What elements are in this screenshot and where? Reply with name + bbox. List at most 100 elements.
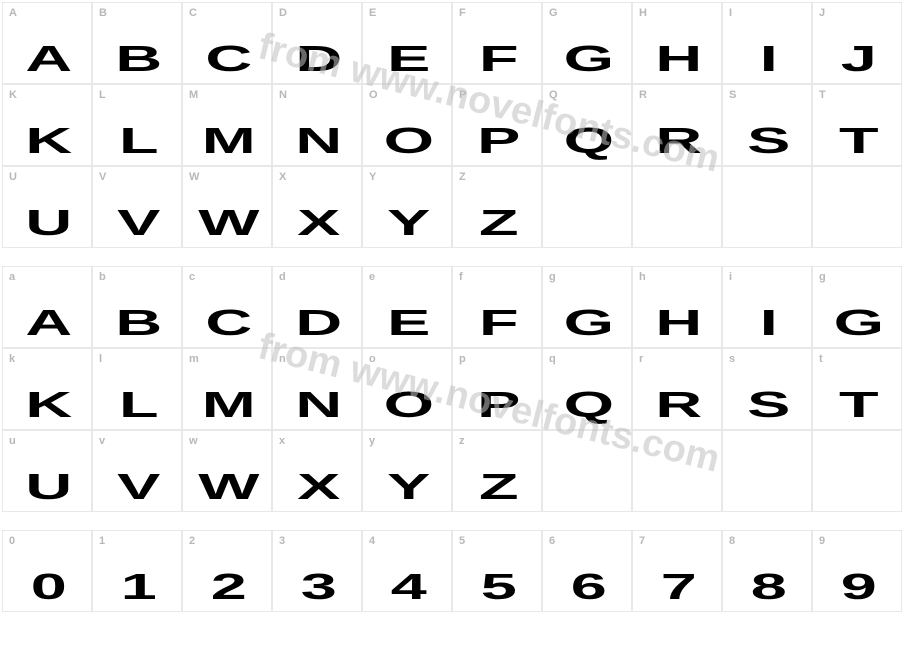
cell-label: b [99, 271, 106, 283]
cell-glyph: H [655, 41, 698, 77]
charmap-cell: dD [272, 266, 362, 348]
charmap-cell: sS [722, 348, 812, 430]
cell-label: L [99, 89, 106, 101]
cell-label: c [189, 271, 195, 283]
charmap-cell: kK [2, 348, 92, 430]
charmap-cell: RR [632, 84, 722, 166]
cell-glyph: 8 [751, 569, 783, 605]
cell-label: e [369, 271, 375, 283]
charmap-cell: nN [272, 348, 362, 430]
charmap-cell: iI [722, 266, 812, 348]
charmap-cell: SS [722, 84, 812, 166]
charmap-cell [542, 166, 632, 248]
cell-label: H [639, 7, 647, 19]
charmap-cell [812, 166, 902, 248]
cell-label: W [189, 171, 199, 183]
charmap-cell: NN [272, 84, 362, 166]
charmap-cell: aA [2, 266, 92, 348]
cell-label: x [279, 435, 285, 447]
cell-glyph: S [747, 387, 787, 423]
cell-glyph: 0 [31, 569, 63, 605]
charmap-cell: 66 [542, 530, 632, 612]
cell-label: d [279, 271, 286, 283]
charmap-cell: YY [362, 166, 452, 248]
charmap-cell [632, 166, 722, 248]
charmap-cell: bB [92, 266, 182, 348]
charmap-cell: wW [182, 430, 272, 512]
cell-glyph: O [384, 123, 431, 159]
charmap-cell: FF [452, 2, 542, 84]
cell-glyph: Z [479, 205, 515, 241]
charmap-cell: oO [362, 348, 452, 430]
charmap-section-lowercase: aAbBcCdDeEfFgGhHiIgGkKlLmMnNoOpPqQrRsStT… [2, 266, 909, 512]
charmap-cell: II [722, 2, 812, 84]
cell-glyph: M [202, 387, 252, 423]
cell-label: A [9, 7, 17, 19]
cell-glyph: V [117, 469, 157, 505]
cell-label: f [459, 271, 463, 283]
cell-label: p [459, 353, 466, 365]
cell-glyph: S [747, 123, 787, 159]
cell-label: Q [549, 89, 558, 101]
cell-label: X [279, 171, 286, 183]
charmap-cell: rR [632, 348, 722, 430]
charmap-cell: KK [2, 84, 92, 166]
cell-label: O [369, 89, 378, 101]
charmap-cell [542, 430, 632, 512]
charmap-cell: PP [452, 84, 542, 166]
cell-label: k [9, 353, 15, 365]
cell-glyph: U [25, 469, 68, 505]
cell-glyph: L [119, 387, 155, 423]
cell-glyph: 9 [841, 569, 873, 605]
charmap-cell [722, 430, 812, 512]
cell-label: 1 [99, 535, 105, 547]
cell-label: l [99, 353, 102, 365]
cell-glyph: L [119, 123, 155, 159]
cell-glyph: 4 [391, 569, 423, 605]
cell-glyph: 2 [211, 569, 243, 605]
cell-label: K [9, 89, 17, 101]
cell-label: o [369, 353, 376, 365]
charmap-cell: yY [362, 430, 452, 512]
cell-glyph: C [205, 41, 248, 77]
charmap-container: from www.novelfonts.comfrom www.novelfon… [2, 2, 909, 612]
cell-glyph: R [655, 387, 698, 423]
cell-label: i [729, 271, 732, 283]
charmap-cell: pP [452, 348, 542, 430]
cell-label: 2 [189, 535, 195, 547]
charmap-cell: TT [812, 84, 902, 166]
cell-glyph: T [839, 387, 875, 423]
cell-label: 3 [279, 535, 285, 547]
cell-glyph: D [295, 305, 338, 341]
cell-label: u [9, 435, 16, 447]
cell-label: D [279, 7, 287, 19]
cell-glyph: V [117, 205, 157, 241]
cell-label: J [819, 7, 825, 19]
cell-label: Z [459, 171, 466, 183]
charmap-cell: OO [362, 84, 452, 166]
cell-label: g [549, 271, 556, 283]
charmap-section-digits: 00112233445566778899 [2, 530, 909, 612]
charmap-cell: WW [182, 166, 272, 248]
charmap-cell: 55 [452, 530, 542, 612]
charmap-cell: JJ [812, 2, 902, 84]
charmap-cell: xX [272, 430, 362, 512]
cell-glyph: G [834, 305, 881, 341]
cell-glyph: H [655, 305, 698, 341]
cell-glyph: W [198, 205, 256, 241]
charmap-cell: 00 [2, 530, 92, 612]
cell-label: y [369, 435, 375, 447]
charmap-cell: 22 [182, 530, 272, 612]
cell-glyph: M [202, 123, 252, 159]
charmap-cell [812, 430, 902, 512]
cell-label: s [729, 353, 735, 365]
cell-label: S [729, 89, 736, 101]
charmap-cell: fF [452, 266, 542, 348]
cell-glyph: F [479, 41, 515, 77]
section-separator [2, 248, 909, 266]
cell-label: t [819, 353, 823, 365]
charmap-cell: 44 [362, 530, 452, 612]
cell-label: w [189, 435, 198, 447]
cell-glyph: 6 [571, 569, 603, 605]
section-separator [2, 512, 909, 530]
